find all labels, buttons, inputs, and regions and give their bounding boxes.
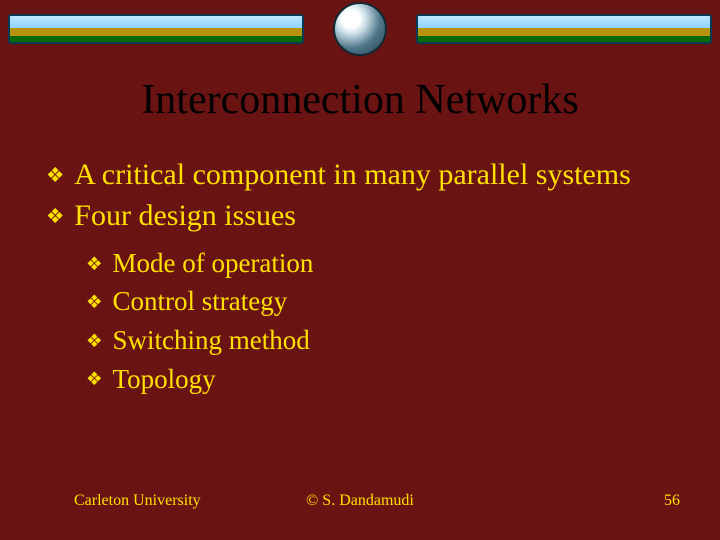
diamond-bullet-icon: ❖ — [46, 206, 74, 228]
sub-bullet-group: ❖Mode of operation ❖Control strategy ❖Sw… — [86, 246, 680, 398]
bullet-lvl1: ❖A critical component in many parallel s… — [46, 156, 680, 194]
bullet-lvl2: ❖Control strategy — [86, 284, 680, 320]
bullet-text: Mode of operation — [112, 248, 313, 278]
diamond-bullet-icon: ❖ — [86, 254, 112, 274]
banner-strip-right — [416, 14, 712, 44]
bullet-lvl1: ❖Four design issues — [46, 197, 680, 235]
bullet-text: A critical component in many parallel sy… — [74, 158, 631, 191]
bullet-text: Switching method — [112, 325, 309, 355]
diamond-bullet-icon: ❖ — [86, 369, 112, 389]
bullet-text: Topology — [112, 364, 215, 394]
bullet-lvl2: ❖Topology — [86, 362, 680, 398]
bullet-text: Four design issues — [74, 199, 296, 232]
diamond-bullet-icon: ❖ — [86, 331, 112, 351]
banner-strip-left — [8, 14, 304, 44]
slide-body: ❖A critical component in many parallel s… — [46, 156, 680, 400]
top-banner — [0, 0, 720, 56]
slide-title: Interconnection Networks — [0, 76, 720, 124]
diamond-bullet-icon: ❖ — [86, 292, 112, 312]
slide: Interconnection Networks ❖A critical com… — [0, 0, 720, 540]
bullet-lvl2: ❖Mode of operation — [86, 246, 680, 282]
bullet-text: Control strategy — [112, 286, 287, 316]
diamond-bullet-icon: ❖ — [46, 165, 74, 187]
footer-page: 56 — [664, 492, 680, 510]
bullet-lvl2: ❖Switching method — [86, 323, 680, 359]
globe-icon — [328, 0, 392, 56]
footer-center: © S. Dandamudi — [0, 492, 720, 510]
slide-footer: Carleton University © S. Dandamudi 56 — [0, 492, 720, 514]
